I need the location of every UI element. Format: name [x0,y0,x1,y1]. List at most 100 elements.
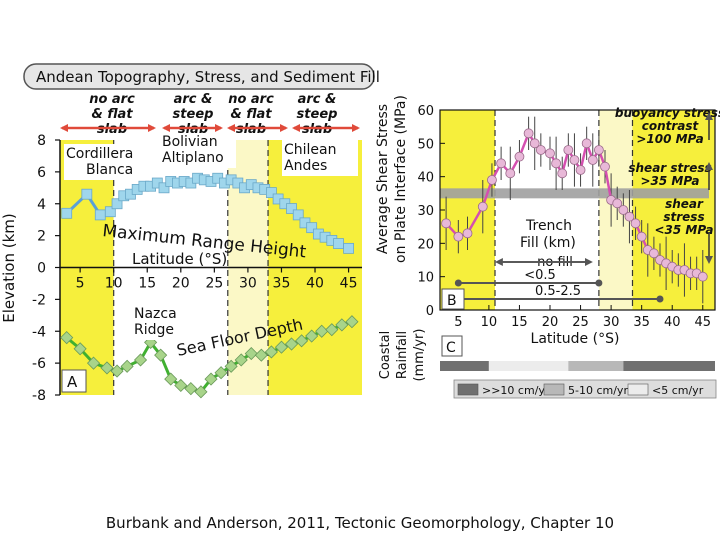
legend-swatch [457,383,479,396]
rainfall-bar [440,361,715,371]
seafloor-point [194,385,208,399]
panel-a-ytick-label: 4 [37,197,46,213]
rainfall-segment [623,361,715,371]
seafloor-point [254,348,268,362]
seafloor-point [60,331,74,345]
panel-a-xtick-label: 35 [273,276,291,292]
seafloor-point [295,334,309,348]
range-height-point [333,238,344,249]
stress-point [624,211,635,222]
panel-c-ylabel-line2: Rainfall [395,331,410,379]
panel-a-series [60,172,359,399]
zone-label: steep [297,107,338,122]
zone-label: no arc [228,92,274,107]
seafloor-point [73,342,87,356]
panel-a-xlabel: Latitude (°S) [132,250,227,268]
region-label-text: Cordillera [66,146,133,162]
stress-point [575,165,586,175]
zone-label: arc & [174,92,213,107]
range-height-point [111,198,123,210]
seafloor-point [154,348,168,362]
region-label-box [282,140,358,176]
stress-annotation: <35 MPa [655,223,714,237]
panel-a-xtick-label: 30 [239,276,257,292]
panel-c-letter: C [446,340,456,356]
panel-a-ylabel: Elevation (km) [0,213,18,322]
panel-b-zone [440,110,495,310]
zone-label: arc & [298,92,337,107]
seafloor-point [133,353,148,367]
panel-a-xtick-label: 5 [76,276,85,292]
panel-b-ytick-label: 10 [417,271,434,286]
stress-point [477,201,488,212]
panel-b-xtick-label: 45 [695,315,712,330]
seafloor-point [214,366,228,380]
zone-label: slab [178,122,208,137]
seafloor-point [144,335,158,349]
stress-point [569,155,580,165]
seafloor-point [204,372,218,386]
panel-a-xtick-label: 15 [138,276,156,292]
stress-point [593,145,604,155]
legend-box [453,379,717,399]
seafloor-point [335,318,349,332]
panel-b-ylabel-line2: on Plate Interface (MPa) [393,95,409,263]
stress-point [648,248,659,259]
panel-b-xtick-label: 10 [481,315,498,330]
stress-annotation: buoyancy stress [615,106,720,120]
region-label-text: Blanca [86,162,133,178]
stress-point [453,231,464,242]
fill-range-end [454,279,462,287]
stress-point [697,271,708,282]
legend-label: <5 cm/yr [652,384,704,397]
panel-c-ylabel-line1: Coastal [378,331,393,379]
panel-a-ytick-label: -8 [32,388,46,404]
panel-b-xtick-label: 30 [603,315,620,330]
stress-point [630,218,641,229]
seafloor-point [184,382,198,396]
panel-b-xtick-label: 40 [664,315,681,330]
stress-annotation: shear stress [628,161,711,175]
seafloor-point [244,346,258,361]
figure-caption: Burbank and Anderson, 2011, Tectonic Geo… [105,514,615,532]
panel-b-xtick-label: 5 [454,315,462,330]
panel-b-zone [495,110,599,310]
panel-a-ytick-label: -4 [32,324,46,340]
range-height-point [94,209,106,221]
stress-point [487,175,497,185]
panel-a-ytick-label: -2 [32,292,46,308]
region-label-text: Chilean [284,142,337,158]
seafloor-point [274,340,289,354]
legend-swatch [627,383,649,396]
stress-point [551,158,562,169]
stress-point [523,128,534,139]
panel-b-xtick-label: 25 [572,315,589,330]
panel-a-xtick-label: 40 [306,276,324,292]
panel-b-letter-box [441,288,465,310]
zone-label: slab [302,122,332,137]
legend-label: 5-10 cm/yr [568,384,628,397]
zone-label: slab [97,122,127,137]
stress-point [581,138,592,149]
rainfall-segment [440,361,489,371]
panel-a-ytick-label: 6 [37,165,46,181]
seafloor-point [305,329,319,343]
panel-b-ytick-label: 60 [417,104,434,119]
panel-b-xtick-label: 20 [542,315,559,330]
stress-annotation: >100 MPa [636,132,703,146]
zone-label: & flat [230,107,272,122]
fill-range-label: <0.5 [524,268,556,283]
stress-point [496,158,507,169]
stress-point [612,198,623,209]
seafloor-point [120,359,134,373]
panel-b-ytick-label: 40 [417,171,434,186]
panel-a-xtick-label: 10 [105,276,123,292]
range-height-point [292,209,304,221]
panel-b: 0 10 20 30 40 50 60 5 10 15 20 25 30 35 40 45 Average S… [375,95,720,347]
panel-b-xtick-label: 15 [511,315,528,330]
fill-range-end [595,279,603,287]
stress-point [587,155,598,165]
panel-b-xtick-label: 35 [633,315,650,330]
